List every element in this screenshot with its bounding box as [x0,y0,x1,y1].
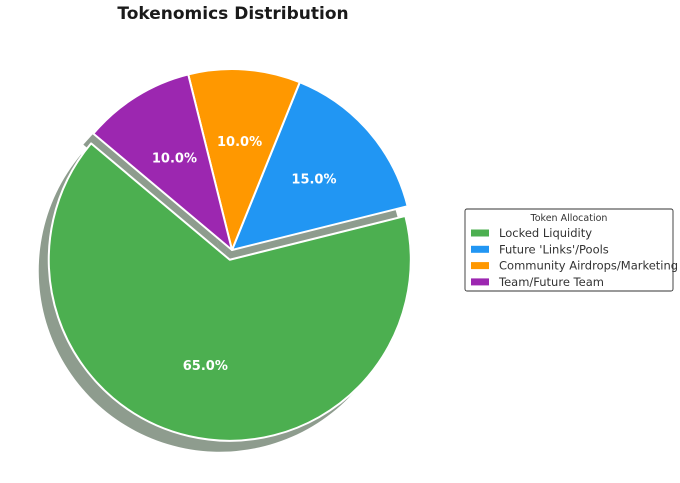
percentage-labels: 65.0% 15.0% 10.0% 10.0% [152,135,337,374]
legend-title: Token Allocation [530,213,608,224]
legend-box [464,208,674,292]
legend-label-locked-liquidity: Locked Liquidity [499,226,592,240]
chart-title: Tokenomics Distribution [117,4,348,24]
legend: Token Allocation Locked Liquidity Future … [464,208,678,292]
legend-label-community-airdrops-marketing: Community Airdrops/Marketing [499,259,678,273]
slice-future-links-pools [231,81,409,251]
pct-label-future-links-pools: 15.0% [291,172,336,187]
pie-slices [47,68,412,442]
legend-label-future-links-pools: Future 'Links'/Pools [499,242,609,256]
legend-swatch-team-future-team [471,278,489,286]
pct-label-team-future-team: 10.0% [152,151,197,166]
slice-community-airdrops-marketing [187,68,301,251]
pct-label-community-airdrops-marketing: 10.0% [217,135,262,150]
legend-swatch-community-airdrops-marketing [471,262,489,270]
pct-label-locked-liquidity: 65.0% [183,359,228,374]
legend-swatch-future-links-pools [471,245,489,253]
legend-label-team-future-team: Team/Future Team [498,275,604,289]
slice-team-future-team [92,73,233,251]
slice-locked-liquidity [47,142,412,442]
legend-swatch-locked-liquidity [471,229,489,237]
